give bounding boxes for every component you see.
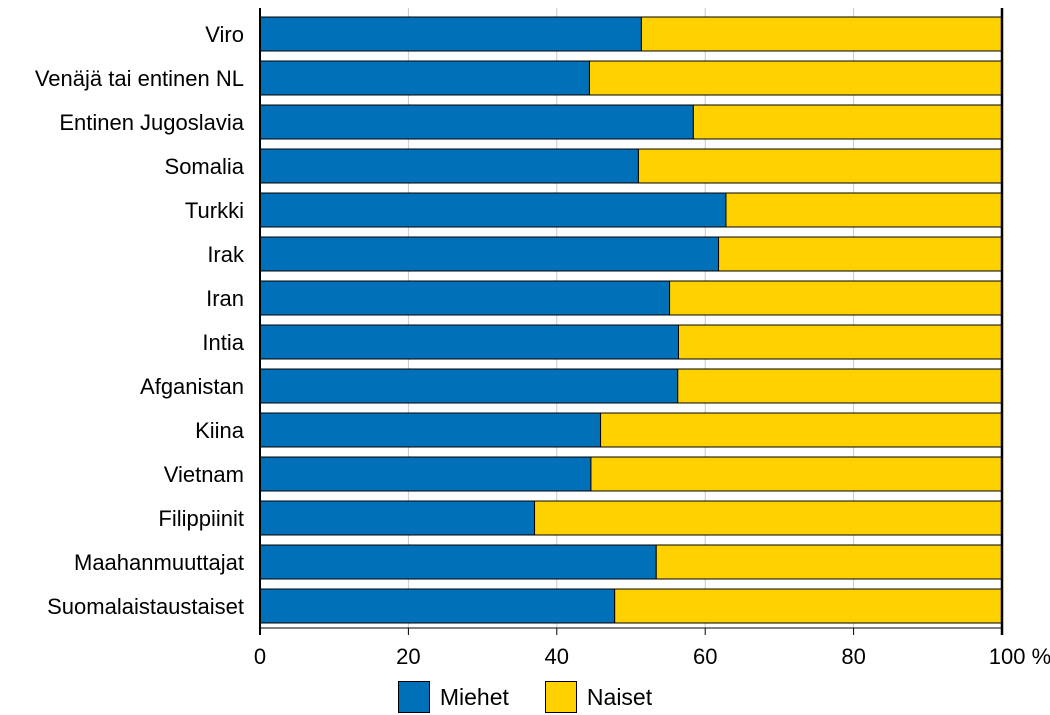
bar-naiset-5: [718, 236, 1003, 272]
bar-naiset-0: [640, 16, 1003, 52]
bar-miehet-6: [259, 280, 671, 316]
category-label: Maahanmuuttajat: [74, 550, 244, 575]
category-label: Suomalaistaustaiset: [47, 594, 244, 619]
category-label: Iran: [206, 286, 244, 311]
bar-miehet-9: [259, 412, 602, 448]
bar-miehet-4: [259, 192, 727, 228]
bar-naiset-6: [669, 280, 1003, 316]
x-tick-label: 40: [545, 644, 569, 669]
category-label: Venäjä tai entinen NL: [35, 66, 244, 91]
category-label: Irak: [207, 242, 245, 267]
x-tick-label: 80: [841, 644, 865, 669]
category-labels: Viro Venäjä tai entinen NL Entinen Jugosla…: [35, 22, 245, 619]
bar-naiset-13: [614, 588, 1003, 624]
axes: [259, 8, 1004, 635]
bar-naiset-1: [588, 60, 1003, 96]
x-tick-label: 20: [396, 644, 420, 669]
x-tick-label: 0: [254, 644, 266, 669]
category-label: Afganistan: [140, 374, 244, 399]
bar-miehet-12: [259, 544, 657, 580]
legend-item-naiset: Naiset: [544, 681, 653, 713]
bars: [259, 16, 1003, 624]
tick-labels: 0 20 40 60 80 100 %: [254, 644, 1050, 669]
category-label: Turkki: [185, 198, 244, 223]
bar-miehet-8: [259, 368, 679, 404]
stacked-bar-chart: Viro Venäjä tai entinen NL Entinen Jugosla…: [35, 8, 1050, 669]
bar-miehet-5: [259, 236, 720, 272]
category-label: Filippiinit: [158, 506, 244, 531]
bar-miehet-1: [259, 60, 590, 96]
bar-naiset-9: [600, 412, 1003, 448]
bar-naiset-7: [677, 324, 1003, 360]
bar-naiset-3: [637, 148, 1003, 184]
legend-label-naiset: Naiset: [586, 683, 653, 710]
legend-label-miehet: Miehet: [439, 683, 509, 710]
x-tick-label: 60: [693, 644, 717, 669]
category-label: Vietnam: [164, 462, 244, 487]
bar-miehet-13: [259, 588, 616, 624]
bar-naiset-10: [590, 456, 1003, 492]
legend: Miehet Naiset: [0, 680, 1050, 714]
bar-miehet-11: [259, 500, 536, 536]
x-tick-label: 100 %: [989, 644, 1050, 669]
category-label: Viro: [205, 22, 244, 47]
bar-miehet-0: [259, 16, 642, 52]
bar-miehet-3: [259, 148, 639, 184]
legend-swatch-miehet: [397, 681, 430, 713]
bar-naiset-2: [692, 104, 1003, 140]
legend-item-miehet: Miehet: [397, 681, 509, 713]
bar-naiset-4: [725, 192, 1003, 228]
bar-miehet-7: [259, 324, 679, 360]
bar-naiset-8: [677, 368, 1003, 404]
category-label: Somalia: [165, 154, 245, 179]
bar-naiset-12: [655, 544, 1003, 580]
bar-miehet-2: [259, 104, 694, 140]
bar-naiset-11: [534, 500, 1003, 536]
legend-swatch-naiset: [544, 681, 577, 713]
category-label: Kiina: [195, 418, 245, 443]
category-label: Intia: [202, 330, 244, 355]
bar-miehet-10: [259, 456, 592, 492]
category-label: Entinen Jugoslavia: [59, 110, 244, 135]
